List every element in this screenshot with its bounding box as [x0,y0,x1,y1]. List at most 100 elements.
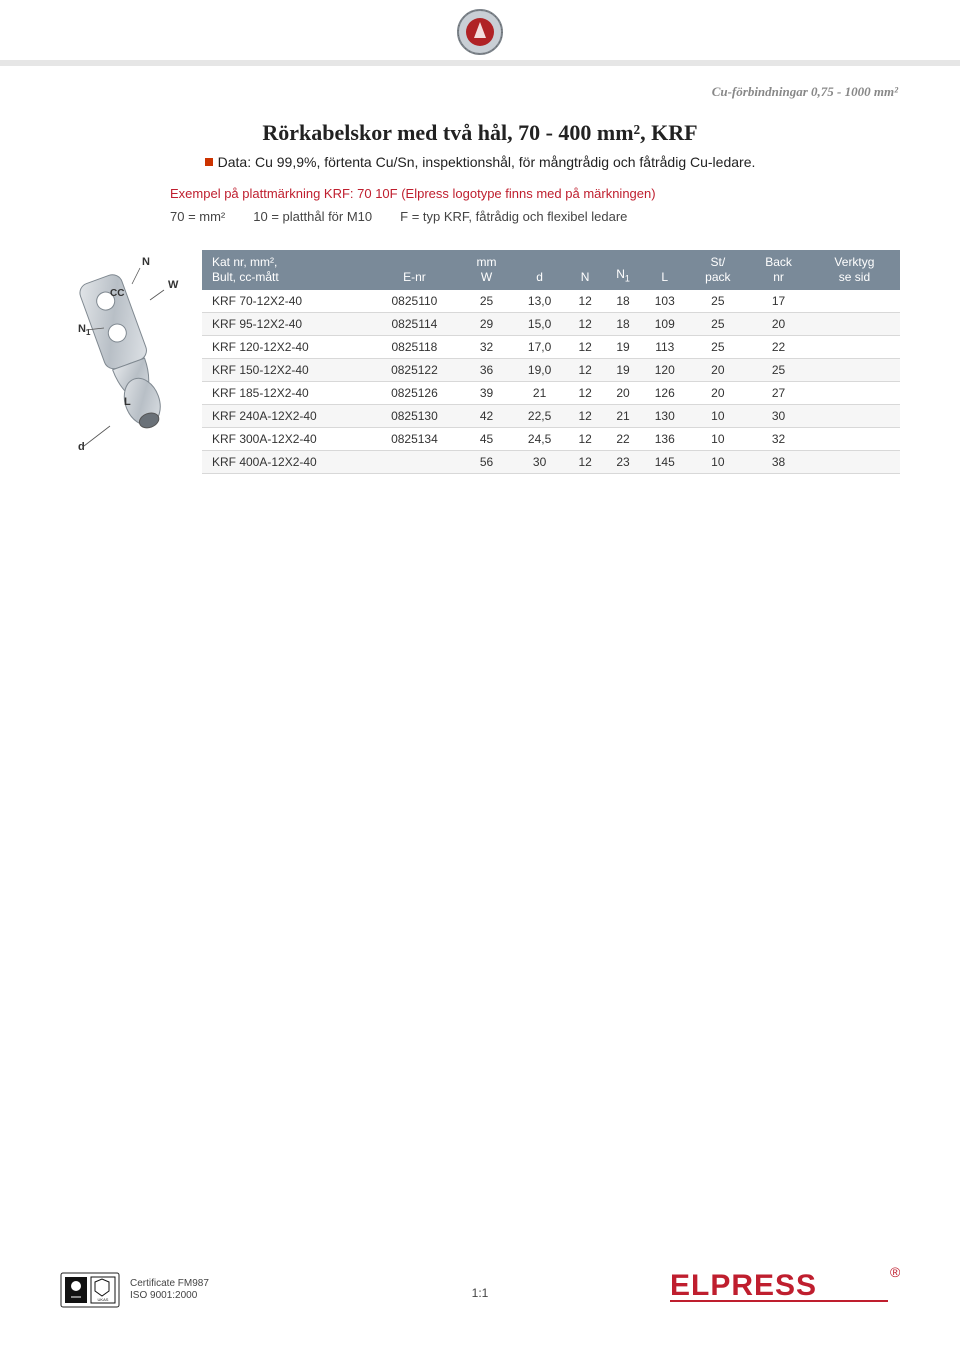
table-cell: 32 [460,336,513,359]
table-row: KRF 400A-12X2-40563012231451038 [202,451,900,474]
table-cell: 30 [513,451,566,474]
table-cell: 0825122 [369,359,460,382]
table-row: KRF 150-12X2-4008251223619,012191202025 [202,359,900,382]
subtitle: Data: Cu 99,9%, förtenta Cu/Sn, inspekti… [60,154,900,170]
table-cell: 19,0 [513,359,566,382]
table-cell: KRF 400A-12X2-40 [202,451,369,474]
table-cell: 30 [748,405,809,428]
table-cell [809,359,900,382]
table-cell: 13,0 [513,290,566,313]
table-cell: 0825130 [369,405,460,428]
col-header: N [566,250,604,290]
table-cell: 25 [688,336,749,359]
table-cell: 0825118 [369,336,460,359]
table-cell: 12 [566,405,604,428]
example-part: 70 = mm² [170,207,225,227]
header-divider [0,60,960,66]
svg-text:®: ® [890,1265,900,1280]
example-title: Exempel på plattmärkning KRF: 70 10F (El… [170,184,880,204]
table-cell: 32 [748,428,809,451]
table-cell: KRF 70-12X2-40 [202,290,369,313]
table-cell: 17,0 [513,336,566,359]
table-cell: 130 [642,405,688,428]
svg-text:UKAS: UKAS [98,1297,109,1302]
table-cell: 45 [460,428,513,451]
dim-label: d [78,441,85,453]
col-header: St/pack [688,250,749,290]
table-cell: 0825114 [369,313,460,336]
col-header: L [642,250,688,290]
table-cell: 42 [460,405,513,428]
table-cell: 12 [566,428,604,451]
table-cell: 25 [748,359,809,382]
col-header: mmW [460,250,513,290]
page-footer: UKAS Certificate FM987 ISO 9001:2000 1:1… [60,1265,900,1308]
col-header: N1 [604,250,642,290]
table-cell: 10 [688,428,749,451]
table-cell: 56 [460,451,513,474]
table-cell: KRF 150-12X2-40 [202,359,369,382]
table-cell: 17 [748,290,809,313]
table-cell: 12 [566,382,604,405]
table-row: KRF 300A-12X2-4008251344524,512221361032 [202,428,900,451]
table-cell: KRF 185-12X2-40 [202,382,369,405]
table-cell: 25 [688,290,749,313]
col-header: Backnr [748,250,809,290]
table-cell: 19 [604,359,642,382]
table-row: KRF 120-12X2-4008251183217,012191132522 [202,336,900,359]
table-cell: 103 [642,290,688,313]
subtitle-text: Data: Cu 99,9%, förtenta Cu/Sn, inspekti… [218,154,756,170]
cert-block: UKAS Certificate FM987 ISO 9001:2000 [60,1272,209,1308]
table-cell: 23 [604,451,642,474]
table-cell: 19 [604,336,642,359]
table-cell: 22 [604,428,642,451]
cert-line1: Certificate FM987 [130,1278,209,1290]
table-header: Kat nr, mm²,Bult, cc-måttE-nrmmWdNN1LSt/… [202,250,900,290]
table-cell: 29 [460,313,513,336]
table-cell: 38 [748,451,809,474]
table-cell: 20 [688,359,749,382]
dim-label: N [142,256,150,268]
table-body: KRF 70-12X2-4008251102513,012181032517KR… [202,290,900,474]
breadcrumb: Cu-förbindningar 0,75 - 1000 mm² [712,84,898,100]
col-header: Verktygse sid [809,250,900,290]
table-cell [809,336,900,359]
table-cell: 126 [642,382,688,405]
table-cell: 136 [642,428,688,451]
header-badge-icon [456,8,504,56]
table-cell: 12 [566,290,604,313]
example-block: Exempel på plattmärkning KRF: 70 10F (El… [170,184,880,226]
table-cell: 10 [688,405,749,428]
table-cell [809,428,900,451]
table-cell: 27 [748,382,809,405]
cert-line2: ISO 9001:2000 [130,1290,209,1302]
table-cell [809,313,900,336]
table-cell: 21 [513,382,566,405]
brand-text: ELPRESS [670,1269,817,1302]
table-row: KRF 95-12X2-4008251142915,012181092520 [202,313,900,336]
table-cell: KRF 240A-12X2-40 [202,405,369,428]
table-cell: KRF 95-12X2-40 [202,313,369,336]
cert-badge-icon: UKAS [60,1272,120,1308]
table-cell: 12 [566,451,604,474]
spec-table: Kat nr, mm²,Bult, cc-måttE-nrmmWdNN1LSt/… [202,250,900,474]
table-cell: 20 [748,313,809,336]
table-cell [809,290,900,313]
dim-label: L [124,396,131,408]
table-cell: 39 [460,382,513,405]
table-cell: 25 [460,290,513,313]
page-title: Rörkabelskor med två hål, 70 - 400 mm², … [60,120,900,146]
table-row: KRF 240A-12X2-4008251304222,512211301030 [202,405,900,428]
table-cell [809,405,900,428]
table-row: KRF 70-12X2-4008251102513,012181032517 [202,290,900,313]
table-cell [809,451,900,474]
table-cell: 21 [604,405,642,428]
table-cell: 24,5 [513,428,566,451]
table-cell: 12 [566,336,604,359]
product-diagram: N W CC N1 L d [60,250,190,473]
dim-label: W [168,279,179,291]
table-row: KRF 185-12X2-400825126392112201262027 [202,382,900,405]
table-cell: 12 [566,313,604,336]
table-cell: 18 [604,290,642,313]
page-number: 1:1 [472,1286,489,1300]
